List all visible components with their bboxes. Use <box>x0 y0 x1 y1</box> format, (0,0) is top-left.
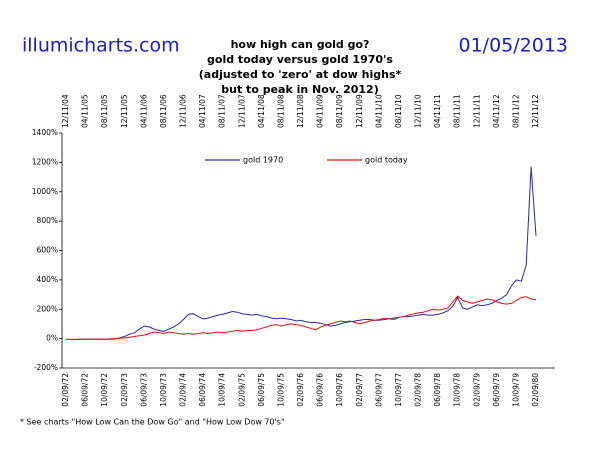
x-tick-label: 02/09/74 <box>179 373 188 407</box>
x-tick-label: 02/09/75 <box>237 373 246 407</box>
top-tick-label: 08/11/07 <box>218 94 227 128</box>
chart-title: gold today versus gold 1970's <box>207 53 393 66</box>
chart-title: how high can gold go? <box>231 38 370 51</box>
top-tick-label: 12/11/07 <box>237 94 246 128</box>
top-tick-label: 08/11/05 <box>100 94 109 128</box>
top-tick-label: 08/11/12 <box>511 94 520 128</box>
chart-title: but to peak in Nov. 2012) <box>221 83 378 96</box>
top-tick-label: 08/11/09 <box>335 94 344 128</box>
footnote: * See charts "How Low Can the Dow Go" an… <box>20 418 285 427</box>
top-tick-label: 04/11/05 <box>81 94 90 128</box>
y-tick-label: 600% <box>37 246 58 255</box>
x-tick-label: 02/09/73 <box>120 373 129 407</box>
x-tick-label: 06/09/75 <box>257 373 266 407</box>
x-tick-label: 02/09/80 <box>531 373 540 407</box>
y-tick-label: 1400% <box>32 128 58 137</box>
top-tick-label: 12/11/10 <box>414 94 423 128</box>
top-tick-label: 12/11/12 <box>531 94 540 128</box>
x-tick-label: 06/09/74 <box>198 373 207 407</box>
x-tick-label: 10/09/74 <box>218 373 227 407</box>
y-tick-label: 0% <box>46 334 58 343</box>
y-tick-label: 1000% <box>32 187 58 196</box>
top-tick-label: 04/11/07 <box>198 94 207 128</box>
x-tick-label: 06/09/78 <box>433 373 442 407</box>
x-tick-label: 06/09/76 <box>316 373 325 407</box>
x-tick-label: 10/09/72 <box>100 373 109 407</box>
chart-date: 01/05/2013 <box>458 35 568 57</box>
top-tick-label: 08/11/11 <box>453 94 462 128</box>
legend-label: gold 1970 <box>243 156 283 165</box>
x-tick-label: 10/09/79 <box>511 373 520 407</box>
x-tick-label: 02/09/79 <box>472 373 481 407</box>
x-tick-label: 06/09/79 <box>492 373 501 407</box>
top-tick-label: 04/11/10 <box>374 94 383 128</box>
top-tick-label: 12/11/05 <box>120 94 129 128</box>
y-tick-label: 1200% <box>32 157 58 166</box>
series-line <box>66 166 537 341</box>
series-line <box>65 295 537 341</box>
top-tick-label: 04/11/08 <box>257 94 266 128</box>
x-tick-label: 02/09/76 <box>296 373 305 407</box>
y-tick-label: 800% <box>37 216 58 225</box>
x-tick-label: 10/09/73 <box>159 373 168 407</box>
top-tick-label: 04/11/12 <box>492 94 501 128</box>
top-tick-label: 04/11/09 <box>316 94 325 128</box>
top-tick-label: 12/11/04 <box>61 94 70 128</box>
x-tick-label: 10/09/75 <box>276 373 285 407</box>
top-tick-label: 04/11/06 <box>139 94 148 128</box>
top-tick-label: 08/11/06 <box>159 94 168 128</box>
x-tick-label: 10/09/76 <box>335 373 344 407</box>
y-tick-label: 400% <box>37 275 58 284</box>
x-tick-label: 02/09/78 <box>414 373 423 407</box>
x-tick-label: 10/09/78 <box>453 373 462 407</box>
legend-label: gold today <box>365 156 408 165</box>
top-tick-label: 12/11/08 <box>296 94 305 128</box>
x-tick-label: 10/09/77 <box>394 373 403 407</box>
top-tick-label: 12/11/06 <box>179 94 188 128</box>
top-tick-label: 04/11/11 <box>433 94 442 128</box>
top-tick-label: 12/11/11 <box>472 94 481 128</box>
site-name: illumicharts.com <box>22 35 180 57</box>
top-tick-label: 08/11/08 <box>276 94 285 128</box>
chart-title: (adjusted to 'zero' at dow highs* <box>199 68 402 81</box>
top-tick-label: 12/11/09 <box>355 94 364 128</box>
x-tick-label: 06/09/77 <box>374 373 383 407</box>
top-tick-label: 08/11/10 <box>394 94 403 128</box>
y-tick-label: -200% <box>34 363 58 372</box>
x-tick-label: 02/09/77 <box>355 373 364 407</box>
x-tick-label: 06/09/73 <box>139 373 148 407</box>
x-tick-label: 06/09/72 <box>81 373 90 407</box>
y-tick-label: 200% <box>37 304 58 313</box>
x-tick-label: 02/09/72 <box>61 373 70 407</box>
